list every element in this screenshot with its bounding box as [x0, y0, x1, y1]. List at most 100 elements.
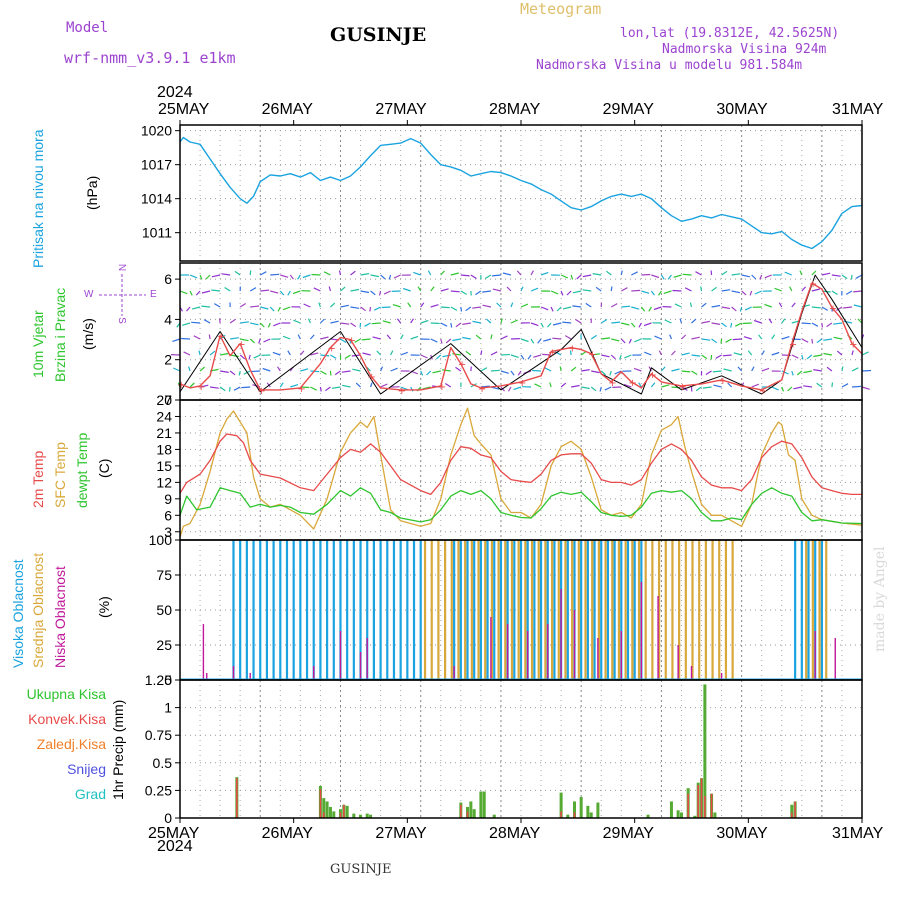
precip-conv-bar	[710, 793, 713, 818]
wind-arrow	[445, 338, 452, 344]
wind-arrow	[723, 368, 732, 372]
wind-arrow	[234, 270, 241, 276]
wind-arrow	[801, 286, 807, 292]
wind-arrow	[350, 288, 360, 292]
wind-arrow	[465, 306, 472, 312]
date-label-bottom: 27MAY	[375, 825, 427, 842]
wind-arrow	[320, 336, 329, 340]
wind-arrow	[843, 306, 853, 309]
wind-arrow	[199, 384, 209, 388]
wind-arrow	[661, 384, 670, 388]
wind-arrow	[280, 274, 289, 278]
wind-arrow	[789, 286, 793, 292]
wind-arrow	[821, 306, 829, 311]
wind-arrow	[293, 319, 301, 324]
wind-arrow	[230, 337, 239, 340]
wind-arrow	[410, 318, 415, 324]
pressure-line	[179, 136, 863, 250]
wind-arrow	[540, 322, 544, 328]
wind-arrow	[737, 366, 743, 372]
wind-arrow	[220, 352, 229, 356]
wind-arrow	[440, 270, 445, 276]
precip-total-bar	[713, 812, 717, 818]
wind-arrow	[269, 306, 275, 312]
wind-arrow	[440, 288, 449, 292]
wind-arrow	[273, 322, 281, 327]
wind-arrow	[350, 270, 356, 276]
temp-label-2m: 2m Temp	[30, 450, 46, 508]
wind-speed-marker: +	[719, 376, 727, 387]
precip-total-bar	[328, 806, 332, 818]
wind-arrow	[228, 386, 231, 392]
wind-arrow	[671, 368, 680, 372]
wind-arrow	[771, 334, 776, 340]
y-tick-label: 27	[156, 392, 172, 408]
wind-arrow	[801, 338, 809, 343]
wind-arrow	[520, 286, 524, 292]
precip-total-bar	[679, 812, 683, 818]
wind-arrow	[462, 322, 471, 325]
model-label: Model	[66, 20, 109, 36]
date-label-top: 30MAY	[716, 101, 768, 118]
wind-arrow	[550, 306, 554, 312]
wind-arrow	[761, 350, 765, 356]
wind-arrow	[562, 306, 572, 310]
wind-arrow	[208, 334, 211, 340]
wind-arrow	[855, 274, 863, 279]
wind-arrow	[743, 336, 752, 340]
wind-speed-marker: +	[458, 360, 466, 371]
wind-arrow	[450, 322, 453, 328]
wind-arrow	[287, 290, 291, 296]
wind-arrow	[811, 306, 821, 309]
wind-arrow	[540, 306, 549, 311]
wind-arrow	[340, 286, 346, 292]
precip-total-bar	[676, 810, 680, 818]
wind-arrow	[179, 290, 188, 295]
wind-arrow	[611, 338, 620, 342]
wind-arrow	[751, 383, 760, 388]
wind-arrow	[240, 321, 249, 324]
wind-arrow	[621, 305, 631, 308]
precip-unit: 1hr Precip (mm)	[110, 699, 126, 800]
wind-arrow	[299, 350, 305, 356]
wind-arrow	[532, 369, 542, 372]
cloud-unit: (%)	[96, 596, 112, 618]
wind-arrow	[727, 382, 733, 388]
precip-total-bar	[479, 791, 483, 818]
wind-arrow	[611, 321, 621, 324]
wind-arrow	[313, 287, 321, 292]
y-tick-label: 0.25	[145, 782, 172, 798]
wind-arrow	[403, 287, 411, 292]
precip-conv-bar	[460, 804, 462, 818]
wind-arrow	[833, 336, 843, 340]
wind-arrow	[241, 386, 251, 389]
wind-arrow	[791, 370, 794, 376]
y-tick-label: 100	[149, 532, 173, 548]
wind-arrow	[643, 322, 652, 327]
wind-arrow	[682, 273, 692, 276]
wind-arrow	[319, 318, 325, 324]
wind-barb-field	[170, 270, 872, 392]
model-altitude-label: Nadmorska Visina u modelu 981.584m	[536, 58, 803, 73]
wind-arrow	[713, 384, 722, 388]
wind-arrow	[641, 290, 650, 294]
wind-arrow	[831, 290, 838, 296]
wind-arrow	[407, 302, 412, 308]
precip-conv-bar	[790, 812, 793, 818]
wind-arrow	[741, 274, 751, 278]
date-label-bottom: 30MAY	[716, 825, 768, 842]
wind-arrow	[590, 386, 597, 392]
date-label-bottom: 25MAY	[148, 825, 200, 842]
wind-arrow	[219, 318, 221, 324]
wind-arrow	[307, 318, 311, 324]
wind-arrow	[201, 305, 211, 308]
wind-arrow	[681, 334, 687, 340]
wind-arrow	[340, 338, 347, 344]
wind-arrow	[400, 351, 409, 356]
wind-arrow	[249, 287, 257, 292]
wind-arrow	[650, 290, 655, 296]
wind-arrow	[771, 386, 779, 391]
wind-arrow	[739, 306, 743, 312]
wind-arrow	[248, 354, 251, 360]
